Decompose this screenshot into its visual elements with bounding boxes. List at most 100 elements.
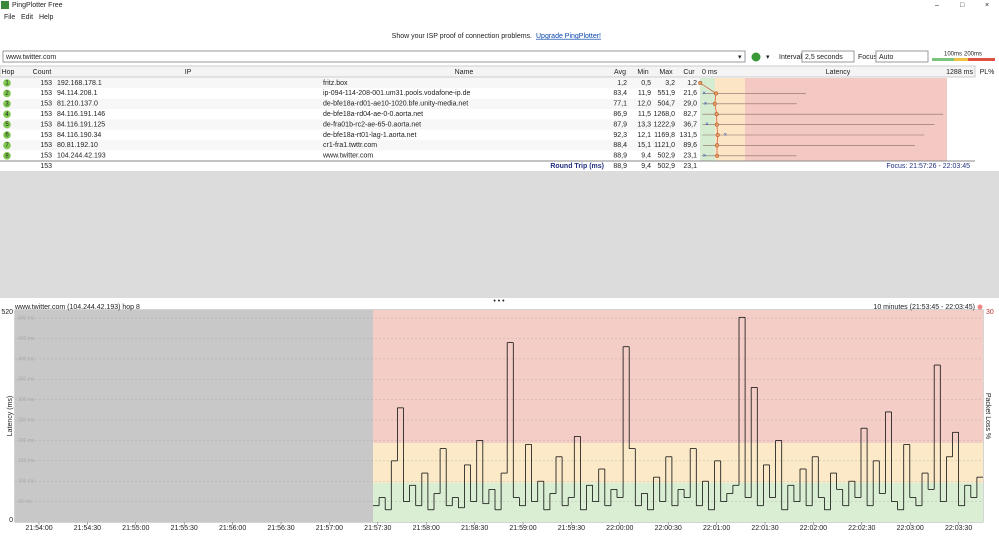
column-header[interactable]: PL% — [980, 69, 995, 76]
x-tick-label: 21:59:00 — [509, 525, 536, 532]
y-min-label: 0 — [9, 517, 13, 524]
scale-yellow — [954, 58, 968, 61]
stat: 11,9 — [638, 90, 651, 97]
stat: 1268,0 — [654, 111, 676, 118]
column-header[interactable]: Count — [33, 69, 52, 76]
x-tick-label: 21:57:30 — [364, 525, 391, 532]
stat: 83,4 — [613, 90, 627, 97]
y2-axis-label: Packet Loss % — [984, 393, 991, 439]
hop: 7 — [5, 143, 9, 149]
avg-marker — [712, 101, 717, 106]
column-header[interactable]: Name — [455, 69, 474, 76]
x-tick-label: 22:02:00 — [800, 525, 827, 532]
target-input[interactable] — [2, 50, 746, 63]
column-header[interactable]: IP — [185, 69, 192, 76]
menu-item[interactable]: File — [4, 14, 15, 21]
stat: 89,6 — [683, 142, 697, 149]
app-icon — [1, 1, 9, 9]
start-menu[interactable]: ▾ — [766, 54, 770, 61]
count: 153 — [40, 90, 52, 97]
minimize[interactable]: – — [935, 2, 939, 9]
scale-label: 200ms — [964, 52, 982, 58]
x-tick-label: 21:56:30 — [267, 525, 294, 532]
hostname: www.twitter.com — [322, 153, 373, 160]
stat: 13,3 — [637, 121, 651, 128]
row-bg — [0, 98, 700, 109]
interval-value: 2,5 seconds — [805, 54, 843, 61]
y-tick-label: 250 ms — [18, 417, 35, 423]
current-marker: × — [704, 101, 708, 107]
stat: 92,3 — [613, 132, 627, 139]
graph-title: www.twitter.com (104.244.42.193) hop 8 — [14, 304, 140, 311]
hop-icon — [3, 131, 11, 139]
row-bg — [0, 140, 700, 151]
column-header[interactable]: Hop — [2, 69, 15, 76]
scale-label: 100ms — [944, 52, 962, 58]
x-tick-label: 21:59:30 — [558, 525, 585, 532]
ip: 84.116.191.125 — [57, 121, 105, 128]
band-yellow — [373, 443, 983, 483]
row-bg — [0, 77, 700, 89]
y-tick-label: 150 ms — [18, 458, 35, 464]
x-tick-label: 21:57:00 — [316, 525, 343, 532]
y-tick-label: 50 ms — [18, 499, 32, 505]
row-bg — [0, 109, 700, 120]
hostname: de-bfe18a-rt01-lag-1.aorta.net — [323, 132, 416, 139]
column-header[interactable]: 1288 ms — [946, 69, 973, 76]
interval-select[interactable] — [801, 50, 855, 63]
dropdown-arrow[interactable]: ▾ — [738, 54, 742, 61]
graph-range: 10 minutes (21:53:45 - 22:03:45) — [873, 304, 975, 311]
stat: 15,1 — [637, 142, 651, 149]
stat: 82,7 — [683, 111, 697, 118]
focus-select[interactable] — [875, 50, 929, 63]
column-header[interactable]: Cur — [683, 69, 695, 76]
column-header[interactable]: Avg — [614, 69, 626, 76]
stat: 0,5 — [641, 80, 651, 87]
column-header[interactable]: Latency — [826, 69, 851, 76]
close-graph[interactable] — [977, 304, 983, 310]
hop-icon — [3, 152, 11, 160]
column-header[interactable]: Min — [637, 69, 648, 76]
row-bg — [0, 129, 700, 141]
hop-icon — [3, 79, 11, 87]
x-tick-label: 21:56:00 — [219, 525, 246, 532]
menu-item[interactable]: Edit — [21, 14, 33, 21]
hop-icon — [3, 100, 11, 108]
summary-stat: 23,1 — [683, 163, 697, 170]
x-tick-label: 21:55:00 — [122, 525, 149, 532]
count: 153 — [40, 101, 52, 108]
stat: 1,2 — [687, 80, 697, 87]
x-tick-label: 21:58:30 — [461, 525, 488, 532]
stat: 551,9 — [657, 90, 675, 97]
stat: 86,9 — [613, 111, 627, 118]
window-title: PingPlotter Free — [12, 2, 63, 9]
summary-stat: 9,4 — [641, 163, 651, 170]
band-red — [373, 310, 983, 443]
splitter[interactable]: • • • — [493, 298, 505, 305]
stat: 504,7 — [657, 101, 675, 108]
hop-icon — [3, 141, 11, 150]
stat: 11,5 — [638, 111, 651, 118]
maximize[interactable]: □ — [960, 2, 965, 9]
hop-icon — [3, 120, 11, 129]
hop: 5 — [5, 122, 9, 128]
count: 153 — [40, 121, 52, 128]
stat: 1169,8 — [654, 132, 675, 139]
stat: 12,1 — [637, 132, 651, 139]
x-tick-label: 22:01:30 — [751, 525, 778, 532]
hop: 8 — [5, 153, 9, 159]
x-tick-label: 22:03:00 — [897, 525, 924, 532]
ip: 84.116.190.34 — [57, 132, 101, 139]
avg-marker — [714, 153, 720, 158]
column-header[interactable]: Max — [659, 69, 673, 76]
y-tick-label: 100 ms — [18, 479, 35, 485]
start-button[interactable] — [751, 52, 761, 62]
hostname: de-bfe18a-rd01-ae10-1020.bfe.unity-media… — [323, 101, 468, 108]
close[interactable]: × — [985, 2, 989, 9]
stat: 502,9 — [657, 153, 675, 160]
row-bg — [0, 88, 700, 99]
upgrade-link[interactable]: Upgrade PingPlotter! — [536, 33, 601, 40]
column-header[interactable]: 0 ms — [702, 69, 718, 76]
menu-item[interactable]: Help — [39, 14, 54, 21]
y-tick-label: 400 ms — [18, 356, 35, 362]
